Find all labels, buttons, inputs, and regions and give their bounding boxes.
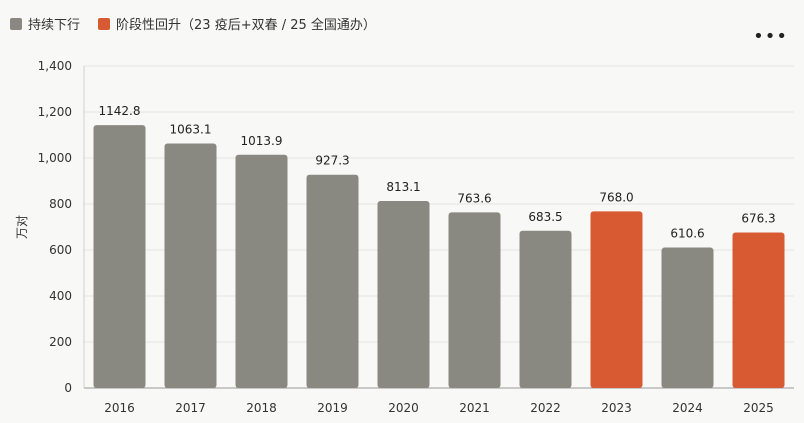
y-tick-label: 600	[49, 243, 72, 257]
y-tick-label: 1,200	[38, 105, 72, 119]
y-tick-label: 800	[49, 197, 72, 211]
legend-label-rebound: 阶段性回升（23 疫后+双春 / 25 全国通办）	[116, 18, 376, 33]
bar-2024[interactable]	[661, 247, 714, 388]
y-tick-label: 0	[64, 381, 72, 395]
data-label-2021: 763.6	[457, 191, 491, 205]
bar-2020[interactable]	[377, 200, 430, 388]
legend-item-rebound[interactable]: 阶段性回升（23 疫后+双春 / 25 全国通办）	[98, 14, 376, 33]
bar-2017[interactable]	[164, 143, 217, 388]
x-tick-label-2018: 2018	[246, 401, 277, 415]
bar-2022[interactable]	[519, 230, 572, 388]
data-label-2025: 676.3	[741, 211, 775, 225]
legend-item-decline[interactable]: 持续下行	[10, 14, 80, 33]
x-tick-label-2019: 2019	[317, 401, 348, 415]
x-axis: 2016 2017 2018 2019 2020 2021 2022 2023 2024 2025	[104, 401, 774, 415]
bars	[93, 125, 785, 388]
y-tick-label: 200	[49, 335, 72, 349]
data-labels: 1142.8 1063.1 1013.9 927.3 813.1 763.6 683.5 76…	[99, 104, 776, 240]
legend-swatch-rebound	[98, 17, 111, 30]
data-label-2016: 1142.8	[99, 104, 141, 118]
x-tick-label-2017: 2017	[175, 401, 206, 415]
y-axis: 0 200 400 600 800 1,000 1,200 1,400	[38, 59, 72, 395]
more-horizontal-icon[interactable]: •••	[753, 26, 788, 47]
bar-2016[interactable]	[93, 125, 146, 388]
data-label-2020: 813.1	[386, 180, 420, 194]
x-tick-label-2020: 2020	[388, 401, 419, 415]
x-tick-label-2023: 2023	[601, 401, 632, 415]
data-label-2024: 610.6	[670, 227, 704, 241]
x-tick-label-2021: 2021	[459, 401, 490, 415]
bar-2018[interactable]	[235, 154, 288, 388]
data-label-2018: 1013.9	[241, 134, 283, 148]
bar-2019[interactable]	[306, 174, 359, 388]
data-label-2023: 768.0	[599, 190, 633, 204]
y-axis-label: 万对	[15, 215, 29, 239]
bar-2021[interactable]	[448, 212, 501, 388]
data-label-2019: 927.3	[315, 154, 349, 168]
data-label-2017: 1063.1	[170, 122, 212, 136]
y-tick-label: 1,000	[38, 151, 72, 165]
legend-label-decline: 持续下行	[28, 18, 81, 33]
bar-2025[interactable]	[732, 232, 785, 388]
bar-2023[interactable]	[590, 211, 643, 388]
x-tick-label-2016: 2016	[104, 401, 135, 415]
y-tick-label: 1,400	[38, 59, 72, 73]
x-tick-label-2025: 2025	[743, 401, 774, 415]
legend-swatch-decline	[10, 17, 22, 30]
y-tick-label: 400	[49, 289, 72, 303]
data-label-2022: 683.5	[528, 210, 562, 224]
x-tick-label-2022: 2022	[530, 401, 561, 415]
x-tick-label-2024: 2024	[672, 401, 703, 415]
legend: 持续下行 阶段性回升（23 疫后+双春 / 25 全国通办）	[10, 14, 394, 33]
